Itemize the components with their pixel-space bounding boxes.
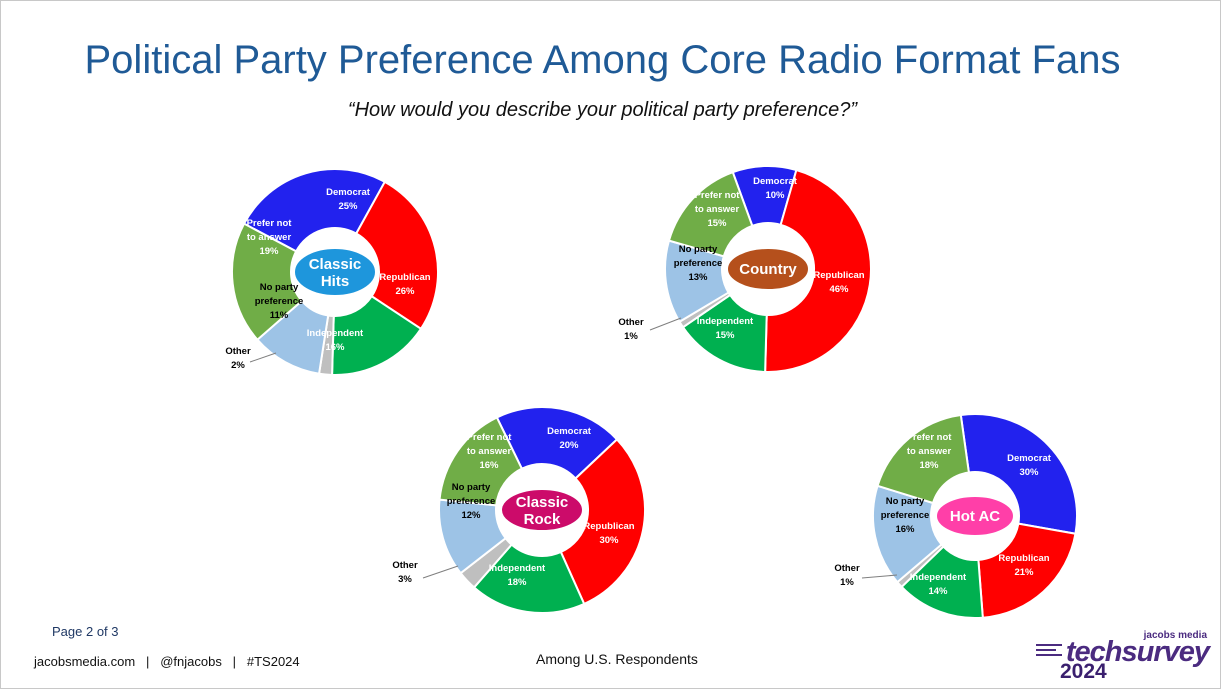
slice-label-republican: Republican 46% [813,270,864,295]
slice-prefer-not-to-answer [667,170,754,258]
slice-label-other: Other 3% [392,560,418,585]
slice-label-no-party-preference: No party preference 16% [881,496,930,535]
slice-label-democrat: Democrat 20% [547,426,592,451]
slice-democrat [495,406,619,480]
slice-label-other: Other 2% [225,346,251,371]
slice-prefer-not-to-answer [438,416,524,507]
slice-label-democrat: Democrat 25% [326,187,371,212]
slice-republican [977,522,1077,619]
slice-label-democrat: Democrat 30% [1007,453,1052,478]
center-badge [293,247,377,297]
slice-label-other: Other 1% [618,317,644,342]
slice-label-other: Other 1% [834,563,860,588]
other-leader-line [649,317,682,331]
logo-brand: jacobs media [1143,630,1207,641]
slice-label-independent: Independent 15% [697,316,754,341]
center-label: Classic Hits [309,256,362,290]
logo-year: 2024 [1060,660,1107,683]
slice-label-republican: Republican 26% [379,272,430,297]
other-leader-line [249,352,277,363]
other-leader-line [422,565,459,579]
techsurvey-logo: jacobs media techsurvey 2024 [1036,630,1211,685]
page-number: Page 2 of 3 [52,624,119,639]
slice-label-no-party-preference: No party preference 12% [447,482,496,521]
slice-label-prefer-not-to-answer: Prefer not to answer 19% [247,218,293,257]
slice-republican [559,437,646,606]
donut-chart-classic-hits: Democrat 25% Republican 26% Independent 16% Ot… [225,168,439,376]
slice-label-prefer-not-to-answer: Prefer not to answer 18% [907,432,953,471]
slice-label-independent: Independent 16% [307,328,364,353]
center-label: Hot AC [950,508,1000,525]
donut-chart-country: Democrat 10% Republican 46% Independent 15% Ot… [618,165,872,373]
slice-label-no-party-preference: No party preference 11% [255,282,304,321]
slice-prefer-not-to-answer [876,413,971,505]
slice-democrat [242,168,387,253]
page-title: Political Party Preference Among Core Ra… [84,38,1121,82]
slice-label-prefer-not-to-answer: Prefer not to answer 15% [695,190,741,229]
page-subtitle: “How would you describe your political p… [347,99,858,121]
center-badge [500,488,584,532]
slice-republican [764,168,872,373]
footer-note: Among U.S. Respondents [536,651,698,667]
center-label: Classic Rock [516,494,569,528]
slice-label-republican: Republican 21% [998,553,1049,578]
slice-label-democrat: Democrat 10% [753,176,798,201]
slice-republican [354,180,439,331]
slice-label-republican: Republican 30% [583,521,634,546]
footer-links: jacobsmedia.com | @fnjacobs | #TS2024 [34,654,300,669]
slice-label-no-party-preference: No party preference 13% [674,244,723,283]
center-badge [726,247,810,291]
logo-title: techsurvey [1065,636,1210,668]
slice-prefer-not-to-answer [231,222,304,342]
donut-chart-hot-ac: Democrat 30% Republican 21% Independent 14% Ot… [834,413,1078,619]
center-label: Country [739,261,797,278]
speed-lines-icon [1036,644,1066,659]
slice-democrat [959,413,1078,535]
center-badge [935,495,1015,537]
slice-label-independent: Independent 14% [910,572,967,597]
slice-label-independent: Independent 18% [489,563,546,588]
slice-label-prefer-not-to-answer: Prefer not to answer 16% [467,432,513,471]
other-leader-line [861,574,898,579]
donut-chart-classic-rock: Democrat 20% Republican 30% Independent 18% Ot… [392,406,646,614]
